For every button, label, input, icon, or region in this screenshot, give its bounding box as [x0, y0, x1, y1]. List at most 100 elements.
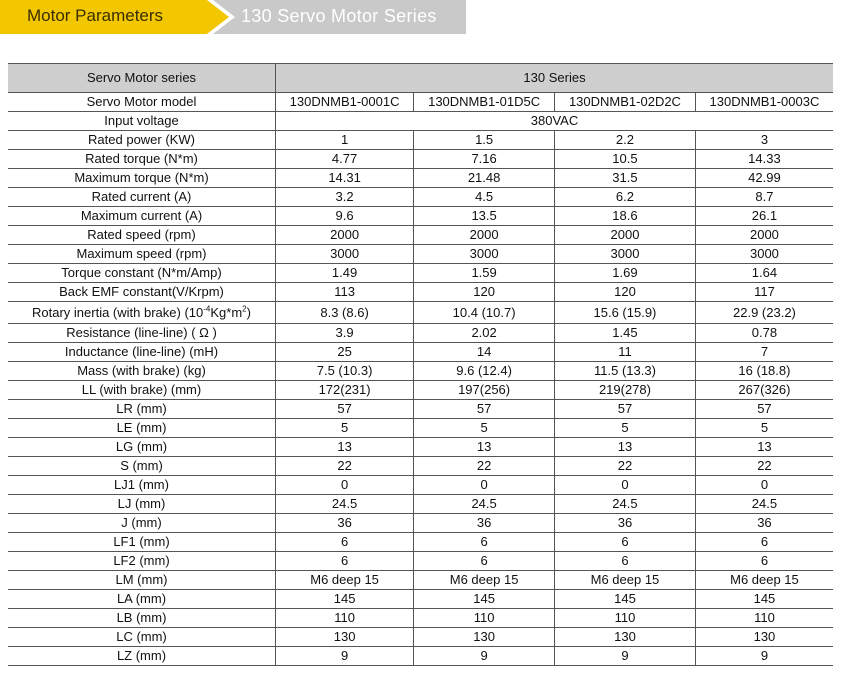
- row-value: 21.48: [413, 168, 555, 188]
- row-value: 1: [274, 130, 414, 150]
- row-value: 267(326): [694, 380, 833, 400]
- row-value: 130DNMB1-01D5C: [413, 92, 555, 112]
- row-value: 4.5: [413, 187, 555, 207]
- table-row: Rated power (KW) 1 1.5 2.2 3: [8, 130, 833, 150]
- table-row: LJ (mm) 24.5 24.5 24.5 24.5: [8, 494, 833, 514]
- row-value: 120: [554, 282, 696, 302]
- row-value: 36: [274, 513, 414, 533]
- row-value: 5: [274, 418, 414, 438]
- row-value: 13.5: [413, 206, 555, 226]
- table-row: Servo Motor model 130DNMB1-0001C 130DNMB1-…: [8, 92, 833, 112]
- row-value: 145: [554, 589, 696, 609]
- row-value: 0: [554, 475, 696, 495]
- row-value: 5: [694, 418, 833, 438]
- row-value: 0: [274, 475, 414, 495]
- row-value: 117: [694, 282, 833, 302]
- row-value: 9: [694, 646, 833, 666]
- table-row: LF2 (mm) 6 6 6 6: [8, 551, 833, 571]
- row-value: 9: [554, 646, 696, 666]
- row-value: 1.49: [274, 263, 414, 283]
- row-value: 4.77: [274, 149, 414, 169]
- row-label-part: -4: [203, 304, 211, 314]
- table-row: Resistance (line-line) ( Ω ) 3.9 2.02 1.45 0…: [8, 323, 833, 343]
- row-value: 145: [274, 589, 414, 609]
- row-value: 380VAC: [275, 111, 833, 131]
- row-value: 113: [274, 282, 414, 302]
- row-value: 172(231): [274, 380, 414, 400]
- row-value: 130: [554, 627, 696, 647]
- row-value: 6: [554, 532, 696, 552]
- row-value: 0: [694, 475, 833, 495]
- row-value: 10.4 (10.7): [413, 301, 555, 324]
- table-row: Rated torque (N*m) 4.77 7.16 10.5 14.33: [8, 149, 833, 169]
- row-value: 0.78: [694, 323, 833, 343]
- table-row: Rotary inertia (with brake) (10-4Kg*m2) 8…: [8, 301, 833, 324]
- table-header-row: Servo Motor series 130 Series: [8, 63, 833, 93]
- table-row: Rated speed (rpm) 2000 2000 2000 2000: [8, 225, 833, 245]
- row-value: 110: [274, 608, 414, 628]
- row-value: M6 deep 15: [413, 570, 555, 590]
- row-label: Torque constant (N*m/Amp): [8, 263, 276, 283]
- row-value: 5: [554, 418, 696, 438]
- row-value: 13: [274, 437, 414, 457]
- row-value: 130DNMB1-0003C: [694, 92, 833, 112]
- row-value: 22: [274, 456, 414, 476]
- row-value: 16 (18.8): [694, 361, 833, 381]
- row-value: 5: [413, 418, 555, 438]
- row-value: 1.45: [554, 323, 696, 343]
- row-value: 2.02: [413, 323, 555, 343]
- table-row: Inductance (line-line) (mH) 25 14 11 7: [8, 342, 833, 362]
- row-value: 6.2: [554, 187, 696, 207]
- row-value: 8.7: [694, 187, 833, 207]
- row-value: 24.5: [413, 494, 555, 514]
- row-value: 1.5: [413, 130, 555, 150]
- row-label-part: 2: [242, 304, 247, 314]
- row-label: LC (mm): [8, 627, 276, 647]
- row-value: 31.5: [554, 168, 696, 188]
- row-label: Rated torque (N*m): [8, 149, 276, 169]
- row-value: 15.6 (15.9): [554, 301, 696, 324]
- series-title: 130 Servo Motor Series: [241, 6, 437, 26]
- row-label-part: ): [246, 304, 251, 320]
- table-row: Maximum speed (rpm) 3000 3000 3000 3000: [8, 244, 833, 264]
- row-value: 3.2: [274, 187, 414, 207]
- row-value: M6 deep 15: [274, 570, 414, 590]
- row-value: 6: [554, 551, 696, 571]
- section-banner-bg: [0, 0, 230, 34]
- row-value: 130DNMB1-02D2C: [554, 92, 696, 112]
- row-value: 3000: [554, 244, 696, 264]
- row-value: 3: [694, 130, 833, 150]
- row-value: 13: [694, 437, 833, 457]
- row-label: Servo Motor model: [8, 92, 276, 112]
- row-value: 0: [413, 475, 555, 495]
- row-value: 14.33: [694, 149, 833, 169]
- row-value: 3.9: [274, 323, 414, 343]
- table-row: LA (mm) 145 145 145 145: [8, 589, 833, 609]
- header-series: 130 Series: [275, 63, 833, 93]
- row-value: 13: [413, 437, 555, 457]
- row-label: Maximum current (A): [8, 206, 276, 226]
- row-label: Rated power (KW): [8, 130, 276, 150]
- table-row: J (mm) 36 36 36 36: [8, 513, 833, 533]
- row-label: LE (mm): [8, 418, 276, 438]
- row-value: 6: [274, 551, 414, 571]
- table-row: Back EMF constant(V/Krpm) 113 120 120 117: [8, 282, 833, 302]
- row-value: 3000: [274, 244, 414, 264]
- table-row: Rated current (A) 3.2 4.5 6.2 8.7: [8, 187, 833, 207]
- row-label: LA (mm): [8, 589, 276, 609]
- table-row: S (mm) 22 22 22 22: [8, 456, 833, 476]
- row-label: LJ (mm): [8, 494, 276, 514]
- row-value: 7.16: [413, 149, 555, 169]
- row-label: Rated current (A): [8, 187, 276, 207]
- row-value: 22: [413, 456, 555, 476]
- table-row: LE (mm) 5 5 5 5: [8, 418, 833, 438]
- row-value: 1.64: [694, 263, 833, 283]
- row-value: 2000: [694, 225, 833, 245]
- row-value: 11.5 (13.3): [554, 361, 696, 381]
- row-value: 9: [413, 646, 555, 666]
- row-value: 1.59: [413, 263, 555, 283]
- row-label: LM (mm): [8, 570, 276, 590]
- row-value: 22: [554, 456, 696, 476]
- row-value: 6: [694, 551, 833, 571]
- row-value: 22.9 (23.2): [694, 301, 833, 324]
